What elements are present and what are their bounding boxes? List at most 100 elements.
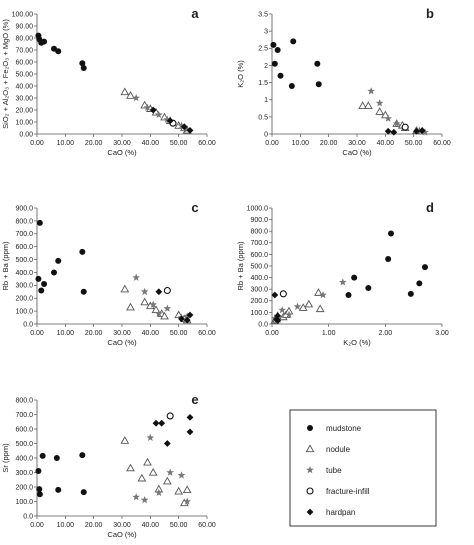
x-tick-label: 0.00 [30,522,44,529]
nodule-point [182,485,192,494]
y-tick-label: 400.0 [250,275,268,282]
legend-label-nodule: nodule [326,445,351,454]
nodule-point [160,311,169,320]
hardpan-point [274,317,282,324]
legend-label-tube: tube [326,466,342,475]
nodule-point [304,299,314,308]
y-tick-label: 100.0 [250,310,268,317]
x-tick-label: 40.00 [142,522,160,529]
x-tick-label: 30.00 [113,330,131,337]
nodule-point [358,101,368,110]
mudstone-point [79,248,86,255]
y-tick-label: 900.0 [15,205,33,212]
x-tick-label: 60.00 [198,522,216,529]
hardpan-point [186,127,194,134]
tube-point [155,309,163,317]
hardpan-point [155,288,163,296]
tube-point [146,433,155,441]
tube-point [155,110,163,119]
x-tick-label: 10.00 [57,330,75,337]
x-tick-label: 30.00 [348,140,366,147]
tube-point [149,300,157,308]
legend-box [289,409,437,527]
nodule-point [148,467,158,476]
y-tick-label: 20.00 [15,107,33,114]
hardpan-point [163,440,171,447]
x-tick-label: 60.00 [198,140,216,147]
y-axis-label: K₂O (%) [236,60,245,88]
x-tick-label: 30.00 [113,522,131,529]
y-tick-label: 600.0 [15,426,33,433]
nodule-point [120,436,130,444]
mudstone-point [55,486,62,493]
tube-point [293,302,302,310]
tube-point [339,278,347,286]
hardpan-point [384,127,392,135]
y-tick-label: 200.0 [250,298,268,305]
hardpan-point [180,123,188,131]
panel-e: 0.0 100.0 200.0 300.0 400.0 500.0 600.0 700.0 80… [1,392,216,539]
tube-point [392,119,401,127]
tube-point [183,497,191,505]
legend: mudstone nodule tube fracture-infill hardpan [289,409,437,527]
x-tick-label: 20.00 [320,140,338,147]
fracture-infill-point [279,290,287,298]
nodule-point [174,486,184,495]
tube-point [163,115,172,123]
tube-point [319,291,327,299]
x-axis-label: CaO (%) [107,338,137,347]
mudstone-point [277,72,284,79]
hardpan-point [186,414,194,421]
y-tick-label: 900.0 [250,217,268,224]
mudstone-point [314,60,321,67]
y-tick-label: 40.00 [15,83,33,90]
mudstone-point [35,468,42,475]
y-tick-label: 80.00 [15,35,33,42]
y-tick-label: 200.0 [15,484,33,491]
x-axis-label: CaO (%) [107,530,137,539]
mudstone-point [53,455,60,461]
y-tick-label: 500.0 [15,441,33,448]
hardpan-point [271,291,279,299]
tube-point [177,121,186,129]
y-tick-label: 3 [264,29,268,36]
y-tick-label: 90.00 [15,23,33,30]
tube-point [375,99,384,107]
x-tick-label: 0.00 [265,140,279,147]
x-tick-label: 2.00 [379,330,393,337]
panel-label: d [426,200,434,215]
y-tick-label: 100.0 [15,309,33,316]
panel-label: b [426,6,434,21]
panel-d: 0.0 100.0 200.0 300.0 400.0 500.0 600.0 700.0 80… [236,200,449,347]
y-tick-label: 0.00 [19,131,33,138]
x-tick-label: 40.00 [377,140,395,147]
nodule-point [375,107,385,115]
y-axis-label: SiO₂ + Al₂O₃ + Fe₂O₃ + MgO (%) [1,19,10,129]
tube-point [143,103,152,111]
y-tick-label: 10.00 [15,119,33,126]
y-tick-label: 700.0 [15,412,33,419]
mudstone-point [80,489,87,496]
y-tick-label: 500.0 [15,257,33,264]
nodule-point [137,473,147,482]
mudstone-point [416,280,423,287]
tube-point [163,304,172,312]
legend-marker-hardpan [306,508,314,516]
mudstone-point [80,288,87,295]
nodule-point [315,304,325,313]
nodule-point [162,476,172,485]
y-tick-label: 0.0 [23,513,33,520]
y-tick-label: 0.0 [258,321,268,328]
x-tick-label: 0.00 [30,140,44,147]
tube-point [132,273,140,281]
nodule-point [126,463,135,472]
tube-point [367,87,375,95]
mudstone-point [55,48,62,55]
x-tick-label: 50.00 [170,140,188,147]
tube-point [155,488,163,497]
y-tick-label: 400.0 [15,270,33,277]
mudstone-point [288,83,295,89]
x-tick-label: 50.00 [405,140,423,147]
x-tick-label: 0.00 [265,330,279,337]
hardpan-point [186,311,194,319]
